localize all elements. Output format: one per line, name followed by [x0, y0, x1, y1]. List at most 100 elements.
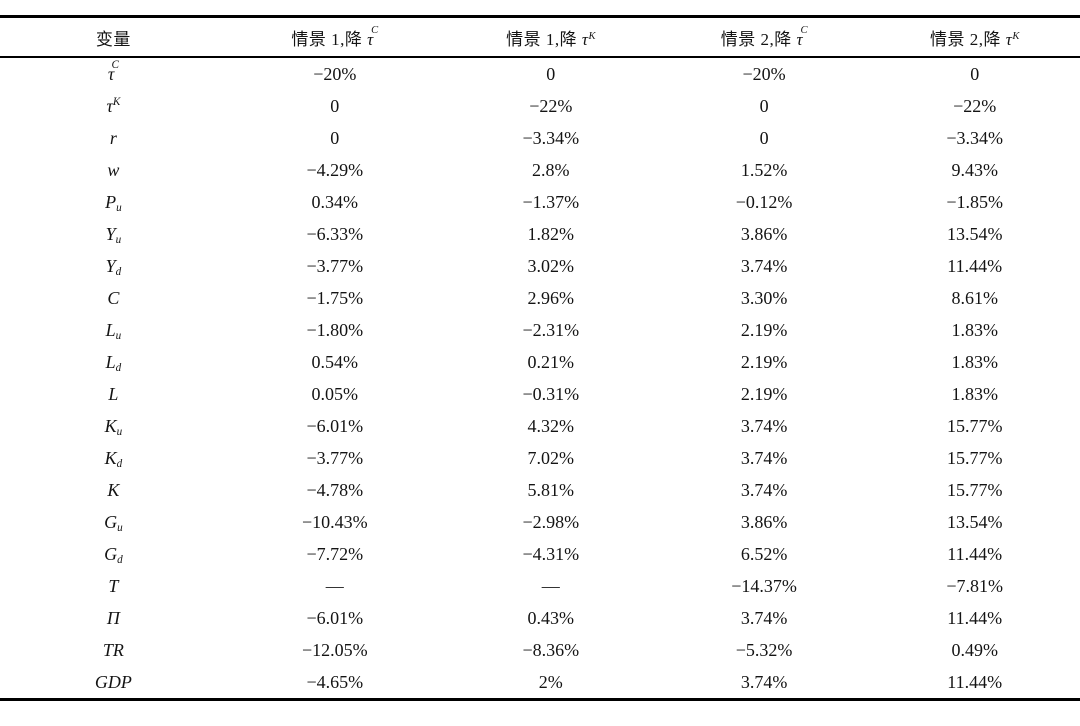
- variable-superscript: K: [1012, 30, 1020, 42]
- variable-symbol: K: [104, 415, 117, 436]
- value-cell: 0.21%: [527, 351, 575, 372]
- value-cell: 2.19%: [740, 383, 788, 404]
- value-cell: 3.86%: [740, 511, 788, 532]
- value-cell: 0.49%: [951, 639, 998, 660]
- table-row: K −4.78% 5.81% 3.74% 15.77%: [0, 474, 1080, 506]
- value-cell: 1.83%: [951, 319, 998, 340]
- value-cell: 3.86%: [740, 223, 788, 244]
- table-row: T — — −14.37% −7.81%: [0, 570, 1080, 602]
- variable-label-cell: Ku: [0, 410, 227, 442]
- variable-symbol: TR: [102, 639, 124, 660]
- variable-symbol: L: [105, 351, 116, 372]
- variable-label-cell: Pu: [0, 186, 227, 218]
- value-cell: 3.74%: [740, 447, 788, 468]
- column-header-scenario-2: 情景 1,降 τK: [443, 17, 659, 58]
- column-header-scenario-1: 情景 1,降 τC: [227, 17, 443, 58]
- value-cell: −4.29%: [306, 159, 364, 180]
- variable-label-cell: GDP: [0, 666, 227, 700]
- value-cell: 2.19%: [740, 319, 788, 340]
- value-cell: 0.05%: [311, 383, 359, 404]
- variable-label-cell: TR: [0, 634, 227, 666]
- variable-subscript: u: [116, 425, 123, 438]
- value-cell: 0: [759, 127, 769, 148]
- variable-label-cell: K: [0, 474, 227, 506]
- table-row: Yu −6.33% 1.82% 3.86% 13.54%: [0, 218, 1080, 250]
- header-prefix-text: 情景 2,降: [930, 29, 1006, 49]
- value-cell: −6.01%: [306, 607, 364, 628]
- value-cell: —: [541, 575, 560, 596]
- value-cell: 1.83%: [951, 383, 998, 404]
- variable-symbol: w: [107, 159, 120, 180]
- variable-subscript: d: [115, 265, 122, 278]
- table-row: Π −6.01% 0.43% 3.74% 11.44%: [0, 602, 1080, 634]
- value-cell: −6.01%: [306, 415, 364, 436]
- value-cell: −1.85%: [946, 191, 1004, 212]
- variable-label-cell: Yd: [0, 250, 227, 282]
- value-cell: 3.30%: [740, 287, 788, 308]
- variable-label-cell: Π: [0, 602, 227, 634]
- variable-subscript: d: [115, 361, 122, 374]
- header-row: 变量 情景 1,降 τC 情景 1,降 τK 情景 2,降 τC 情景 2,降 τK: [0, 17, 1080, 58]
- column-header-variable: 变量: [95, 29, 131, 49]
- value-cell: −4.65%: [306, 671, 364, 692]
- value-cell: 1.52%: [740, 159, 788, 180]
- value-cell: 3.74%: [740, 415, 788, 436]
- value-cell: 0.34%: [311, 191, 359, 212]
- value-cell: 3.02%: [527, 255, 575, 276]
- variable-superscript: C: [371, 25, 379, 37]
- value-cell: 13.54%: [946, 511, 1003, 532]
- value-cell: −8.36%: [522, 639, 580, 660]
- value-cell: −7.72%: [306, 543, 364, 564]
- value-cell: −3.34%: [946, 127, 1004, 148]
- value-cell: −3.77%: [306, 447, 364, 468]
- header-prefix-text: 情景 1,降: [506, 29, 582, 49]
- value-cell: 11.44%: [947, 671, 1003, 692]
- column-header-scenario-4: 情景 2,降 τK: [869, 17, 1080, 58]
- variable-label-cell: C: [0, 282, 227, 314]
- variable-symbol: τ: [367, 29, 374, 49]
- value-cell: —: [325, 575, 344, 596]
- value-cell: 13.54%: [946, 223, 1003, 244]
- table-row: τC −20% 0 −20% 0: [0, 57, 1080, 90]
- variable-symbol: K: [107, 479, 120, 500]
- value-cell: 0: [759, 95, 769, 116]
- variable-superscript: C: [800, 25, 808, 37]
- variable-symbol: C: [107, 287, 120, 308]
- value-cell: −12.05%: [301, 639, 368, 660]
- value-cell: 7.02%: [527, 447, 575, 468]
- table-row: C −1.75% 2.96% 3.30% 8.61%: [0, 282, 1080, 314]
- value-cell: 2.19%: [740, 351, 788, 372]
- variable-label-cell: r: [0, 122, 227, 154]
- value-cell: 1.83%: [951, 351, 998, 372]
- value-cell: 0: [330, 95, 340, 116]
- results-table: 变量 情景 1,降 τC 情景 1,降 τK 情景 2,降 τC 情景 2,降 τK τ…: [0, 15, 1080, 701]
- table-row: Yd −3.77% 3.02% 3.74% 11.44%: [0, 250, 1080, 282]
- table-row: Pu 0.34% −1.37% −0.12% −1.85%: [0, 186, 1080, 218]
- value-cell: −4.31%: [522, 543, 580, 564]
- variable-superscript: C: [111, 58, 119, 71]
- value-cell: 3.74%: [740, 479, 788, 500]
- value-cell: 0: [330, 127, 340, 148]
- value-cell: −22%: [953, 95, 997, 116]
- variable-symbol: τ: [796, 29, 804, 49]
- value-cell: −20%: [742, 63, 786, 84]
- value-cell: −4.78%: [306, 479, 364, 500]
- table-row: τK 0 −22% 0 −22%: [0, 90, 1080, 122]
- table-row: TR −12.05% −8.36% −5.32% 0.49%: [0, 634, 1080, 666]
- value-cell: 11.44%: [947, 255, 1003, 276]
- table-row: r 0 −3.34% 0 −3.34%: [0, 122, 1080, 154]
- value-cell: 15.77%: [946, 479, 1003, 500]
- table-row: Kd −3.77% 7.02% 3.74% 15.77%: [0, 442, 1080, 474]
- value-cell: 11.44%: [947, 543, 1003, 564]
- value-cell: −2.98%: [522, 511, 580, 532]
- variable-symbol: P: [105, 191, 117, 212]
- variable-symbol: L: [108, 383, 119, 404]
- value-cell: 15.77%: [946, 415, 1003, 436]
- table-row: Ku −6.01% 4.32% 3.74% 15.77%: [0, 410, 1080, 442]
- variable-symbol: τ: [581, 29, 589, 49]
- value-cell: −6.33%: [306, 223, 364, 244]
- variable-symbol: GDP: [94, 671, 132, 692]
- value-cell: 3.74%: [740, 255, 788, 276]
- value-cell: 0: [970, 63, 980, 84]
